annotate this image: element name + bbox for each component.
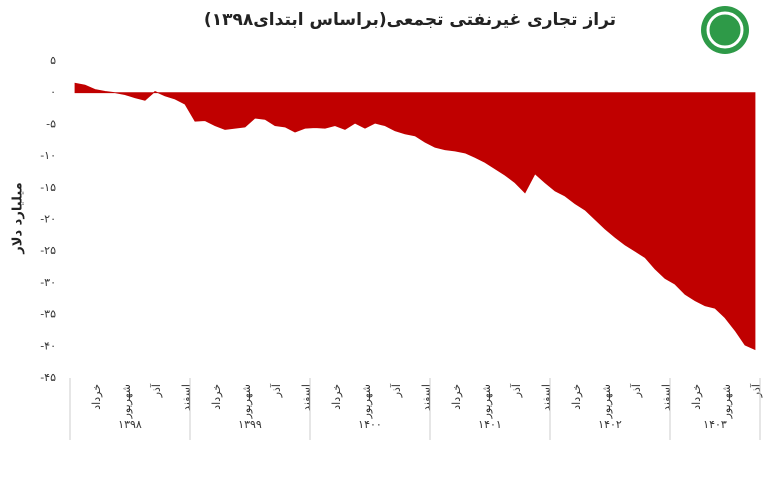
x-tick-label: خرداد [450, 384, 463, 410]
y-tick-label: -۴۰ [40, 339, 56, 352]
x-group-label: ۱۴۰۲ [598, 418, 622, 431]
y-tick-label: -۲۵ [40, 244, 56, 257]
y-tick-label: -۳۵ [40, 308, 56, 321]
y-tick-label: -۱۰ [40, 149, 56, 162]
y-tick-label: ۵ [50, 54, 56, 67]
x-tick-label: خرداد [210, 384, 223, 410]
chart-title: تراز تجاری غیرنفتی تجمعی(براساس ابتدای۱۳… [204, 10, 616, 30]
x-group-label: ۱۴۰۳ [703, 418, 727, 431]
logo-ring [706, 11, 744, 49]
y-tick-label: -۴۵ [40, 371, 56, 384]
area [74, 82, 756, 351]
x-tick-label: آذر [509, 383, 523, 398]
x-tick-label: خرداد [330, 384, 343, 410]
x-group-label: ۱۳۹۹ [238, 418, 262, 431]
x-tick-label: شهریور [120, 384, 133, 419]
x-tick-label: آذر [389, 383, 403, 398]
x-tick-label: شهریور [240, 384, 253, 419]
x-tick-label: شهریور [360, 384, 373, 419]
x-group-label: ۱۴۰۰ [358, 418, 382, 431]
y-tick-label: -۳۰ [40, 276, 56, 289]
x-tick-label: آذر [749, 383, 763, 398]
x-tick-label: شهریور [600, 384, 613, 419]
x-tick-label: آذر [149, 383, 163, 398]
x-tick-label: خرداد [90, 384, 103, 410]
x-group-label: ۱۴۰۱ [478, 418, 502, 431]
x-tick-label: اسفند [300, 384, 313, 411]
x-tick-label: اسفند [540, 384, 553, 411]
y-tick-label: -۱۵ [40, 181, 56, 194]
y-axis-title: میلیارد دلار [11, 182, 26, 254]
x-tick-label: شهریور [480, 384, 493, 419]
x-group-label: ۱۳۹۸ [118, 418, 142, 431]
x-tick-label: اسفند [660, 384, 673, 411]
y-tick-label: -۲۰ [40, 213, 56, 226]
x-tick-label: اسفند [180, 384, 193, 411]
x-tick-label: خرداد [690, 384, 703, 410]
x-tick-label: اسفند [420, 384, 433, 411]
y-tick-label: ۰ [50, 86, 56, 99]
x-tick-label: خرداد [570, 384, 583, 410]
x-tick-label: آذر [269, 383, 283, 398]
y-tick-label: -۵ [46, 117, 56, 130]
x-tick-label: آذر [629, 383, 643, 398]
x-tick-label: شهریور [720, 384, 733, 419]
